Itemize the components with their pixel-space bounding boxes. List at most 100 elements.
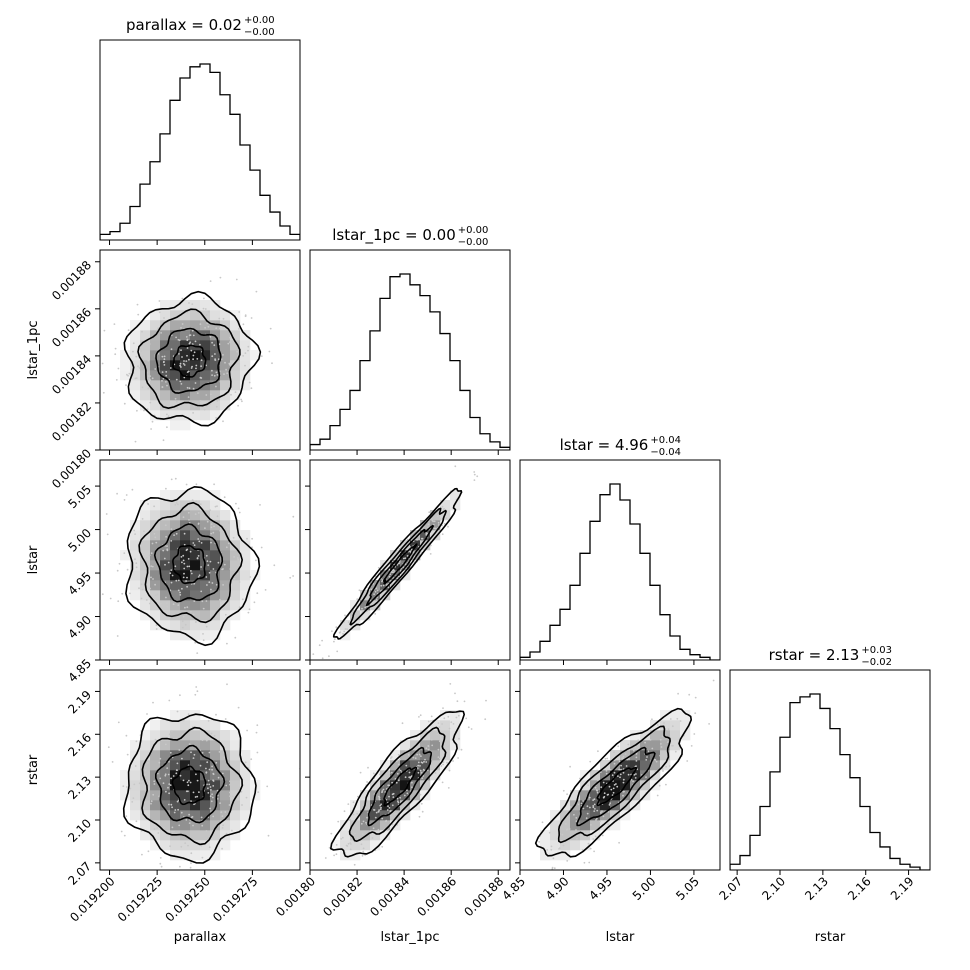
sample-point <box>205 576 208 578</box>
density-cell <box>170 370 181 381</box>
density-cell <box>660 720 671 731</box>
density-cell <box>200 520 211 531</box>
sample-point <box>159 777 162 780</box>
sample-point <box>550 848 553 851</box>
sample-point <box>465 717 468 720</box>
sample-point <box>404 776 407 779</box>
sample-point <box>191 303 194 305</box>
sample-point <box>205 625 208 628</box>
density-cell <box>430 720 441 731</box>
sample-point <box>212 531 215 534</box>
sample-point <box>219 276 222 279</box>
sample-point <box>671 725 674 728</box>
sample-point <box>363 592 366 595</box>
density-cell <box>380 830 391 841</box>
sample-point <box>633 774 636 776</box>
sample-point <box>203 408 206 411</box>
sample-point <box>596 791 599 794</box>
sample-point <box>205 394 208 396</box>
sample-point <box>189 341 192 344</box>
sample-point <box>163 317 165 319</box>
sample-point <box>178 824 181 827</box>
sample-point <box>382 788 385 791</box>
sample-point <box>694 712 697 715</box>
sample-point <box>209 786 212 788</box>
density-cell <box>160 400 171 411</box>
sample-point <box>399 758 401 761</box>
sample-point <box>156 593 159 596</box>
sample-point <box>565 810 568 813</box>
sample-point <box>154 536 157 539</box>
density-cell <box>180 510 191 521</box>
sample-point <box>245 796 248 799</box>
sample-point <box>388 807 391 809</box>
density-cell <box>130 590 141 601</box>
sample-point <box>359 771 362 774</box>
sample-point <box>335 853 338 856</box>
sample-point <box>611 774 614 777</box>
density-cell <box>160 820 171 831</box>
sample-point <box>199 503 202 506</box>
sample-point <box>150 552 153 554</box>
sample-point <box>385 584 388 586</box>
sample-point <box>181 733 184 736</box>
sample-point <box>378 809 380 811</box>
sample-point <box>210 526 213 529</box>
sample-point <box>211 796 214 799</box>
sample-point <box>123 552 126 554</box>
panel-frame-parallax <box>99 39 301 241</box>
sample-point <box>186 386 189 389</box>
density-cell <box>150 810 161 821</box>
sample-point <box>161 371 164 373</box>
density-cell <box>140 600 151 611</box>
histogram-lstar <box>520 483 720 660</box>
density-cell <box>240 810 251 821</box>
sample-point <box>437 722 440 724</box>
density-cell <box>190 820 201 831</box>
sample-point <box>178 353 180 355</box>
sample-point <box>216 505 218 508</box>
density-cell <box>230 370 241 381</box>
density-cell <box>130 530 141 541</box>
sample-point <box>607 823 609 826</box>
sample-point <box>159 757 162 760</box>
sample-point <box>632 780 634 783</box>
sample-point <box>396 797 399 800</box>
density-cell <box>150 790 161 801</box>
sample-point <box>436 515 439 518</box>
sample-point <box>406 792 409 795</box>
sample-point <box>379 808 382 811</box>
density-cell <box>170 540 181 551</box>
density-cell <box>170 850 181 861</box>
sample-point <box>420 802 423 805</box>
sample-point <box>388 772 391 774</box>
sample-point <box>635 756 638 759</box>
density-cell <box>400 740 411 751</box>
density-cell <box>170 760 181 771</box>
density-cell <box>190 360 201 371</box>
density-cell <box>140 590 151 601</box>
density-cell <box>200 800 211 811</box>
density-cell <box>370 830 381 841</box>
sample-point <box>222 420 224 423</box>
sample-point <box>146 713 148 715</box>
panel-title-upper-rstar: +0.03 <box>861 645 892 656</box>
sample-point <box>176 407 179 409</box>
sample-point <box>398 562 400 565</box>
sample-point <box>594 835 597 838</box>
sample-point <box>120 830 123 833</box>
sample-point <box>613 759 616 762</box>
density-cell <box>620 810 631 821</box>
sample-point <box>162 782 165 785</box>
panel-frame-rstar-vs-lstar_1pc <box>309 669 511 871</box>
sample-point <box>135 566 138 569</box>
density-cell <box>420 750 431 761</box>
density-cell <box>240 580 251 591</box>
density-cell <box>380 760 391 771</box>
density-cell <box>380 780 391 791</box>
sample-point <box>209 280 212 282</box>
sample-point <box>242 355 245 357</box>
density-cell <box>180 590 191 601</box>
density-cell <box>210 590 221 601</box>
sample-point <box>190 610 192 613</box>
